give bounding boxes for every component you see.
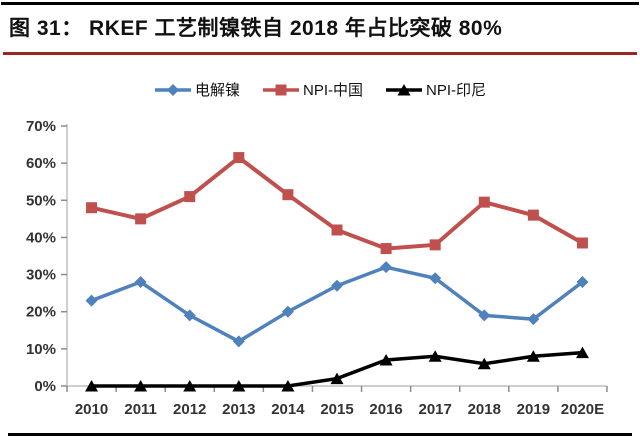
line-chart: 0% 10% 20% 30% 40% 50% 60% 70% 2010 2011 2012 2013 2… bbox=[26, 118, 608, 418]
y-tick-label: 30% bbox=[26, 267, 56, 284]
square-marker bbox=[233, 152, 245, 164]
diamond-marker bbox=[134, 276, 147, 288]
bottom-divider bbox=[8, 433, 632, 436]
square-marker bbox=[527, 209, 539, 221]
legend-label: 电解镍 bbox=[194, 82, 240, 99]
triangle-marker bbox=[85, 380, 99, 392]
diamond-marker bbox=[166, 83, 179, 96]
series-0 bbox=[85, 261, 589, 348]
triangle-marker bbox=[477, 357, 491, 370]
x-tick-label: 2017 bbox=[418, 401, 451, 418]
square-marker bbox=[184, 191, 196, 203]
triangle-marker bbox=[397, 83, 411, 95]
square-marker bbox=[282, 189, 294, 201]
triangle-marker bbox=[526, 350, 540, 362]
triangle-marker bbox=[232, 380, 246, 392]
square-marker bbox=[135, 213, 147, 225]
x-tick-label: 2010 bbox=[75, 401, 108, 418]
chart-legend: 电解镍 NPI-中国 NPI-印尼 bbox=[0, 79, 640, 100]
square-marker bbox=[86, 202, 98, 214]
y-tick-label: 20% bbox=[26, 304, 56, 321]
diamond-marker bbox=[380, 261, 393, 274]
triangle-marker bbox=[428, 350, 442, 362]
x-tick-label: 2015 bbox=[320, 401, 353, 418]
legend-item-0: 电解镍 bbox=[154, 79, 240, 100]
triangle-marker bbox=[134, 380, 148, 392]
diamond-marker bbox=[429, 272, 442, 285]
square-marker bbox=[380, 243, 392, 255]
axes: 0% 10% 20% 30% 40% 50% 60% 70% 2010 2011 2012 2013 2… bbox=[26, 118, 608, 418]
diamond-marker bbox=[232, 335, 245, 348]
diamond-marker bbox=[576, 276, 589, 288]
triangle-marker bbox=[379, 354, 393, 366]
x-tick-label: 2016 bbox=[369, 401, 402, 418]
series-line bbox=[90, 265, 584, 344]
diamond-marker bbox=[281, 305, 294, 318]
legend-label: NPI-中国 bbox=[302, 82, 363, 99]
top-divider bbox=[1, 2, 639, 5]
legend-item-1: NPI-中国 bbox=[262, 79, 363, 100]
triangle-marker bbox=[183, 380, 197, 392]
diamond-marker bbox=[183, 309, 196, 322]
x-tick-label: 2018 bbox=[468, 401, 501, 418]
y-tick-label: 40% bbox=[26, 229, 56, 246]
diamond-marker bbox=[478, 309, 491, 322]
y-tick-label: 50% bbox=[26, 192, 56, 209]
legend-swatch-icon bbox=[386, 83, 422, 95]
square-marker bbox=[331, 224, 343, 236]
triangle-marker bbox=[575, 346, 589, 359]
square-marker bbox=[429, 239, 441, 251]
figure-title: 图 31： RKEF 工艺制镍铁自 2018 年占比突破 80% bbox=[9, 17, 503, 40]
legend-item-2: NPI-印尼 bbox=[385, 79, 486, 100]
diamond-marker bbox=[331, 279, 343, 292]
x-tick-label: 2012 bbox=[173, 401, 206, 418]
x-tick-label: 2019 bbox=[517, 401, 550, 418]
x-tick-label: 2014 bbox=[271, 401, 305, 418]
triangle-marker bbox=[330, 372, 344, 385]
series-2 bbox=[85, 346, 589, 392]
y-tick-label: 0% bbox=[34, 378, 56, 395]
square-marker bbox=[576, 237, 588, 249]
y-tick-label: 10% bbox=[26, 341, 56, 358]
x-tick-label: 2013 bbox=[222, 401, 255, 418]
legend-swatch-icon bbox=[262, 84, 299, 95]
y-tick-label: 60% bbox=[26, 155, 56, 172]
x-tick-label: 2011 bbox=[124, 401, 157, 418]
square-marker bbox=[478, 196, 490, 208]
diamond-marker bbox=[85, 294, 98, 307]
diamond-marker bbox=[527, 313, 540, 326]
triangle-marker bbox=[281, 380, 295, 392]
x-tick-label: 2020E bbox=[561, 401, 604, 418]
legend-label: NPI-印尼 bbox=[426, 82, 487, 99]
series-1 bbox=[86, 152, 588, 255]
title-divider bbox=[3, 52, 637, 55]
y-tick-label: 70% bbox=[26, 118, 56, 135]
square-marker bbox=[275, 84, 287, 95]
legend-swatch-icon bbox=[154, 83, 191, 96]
